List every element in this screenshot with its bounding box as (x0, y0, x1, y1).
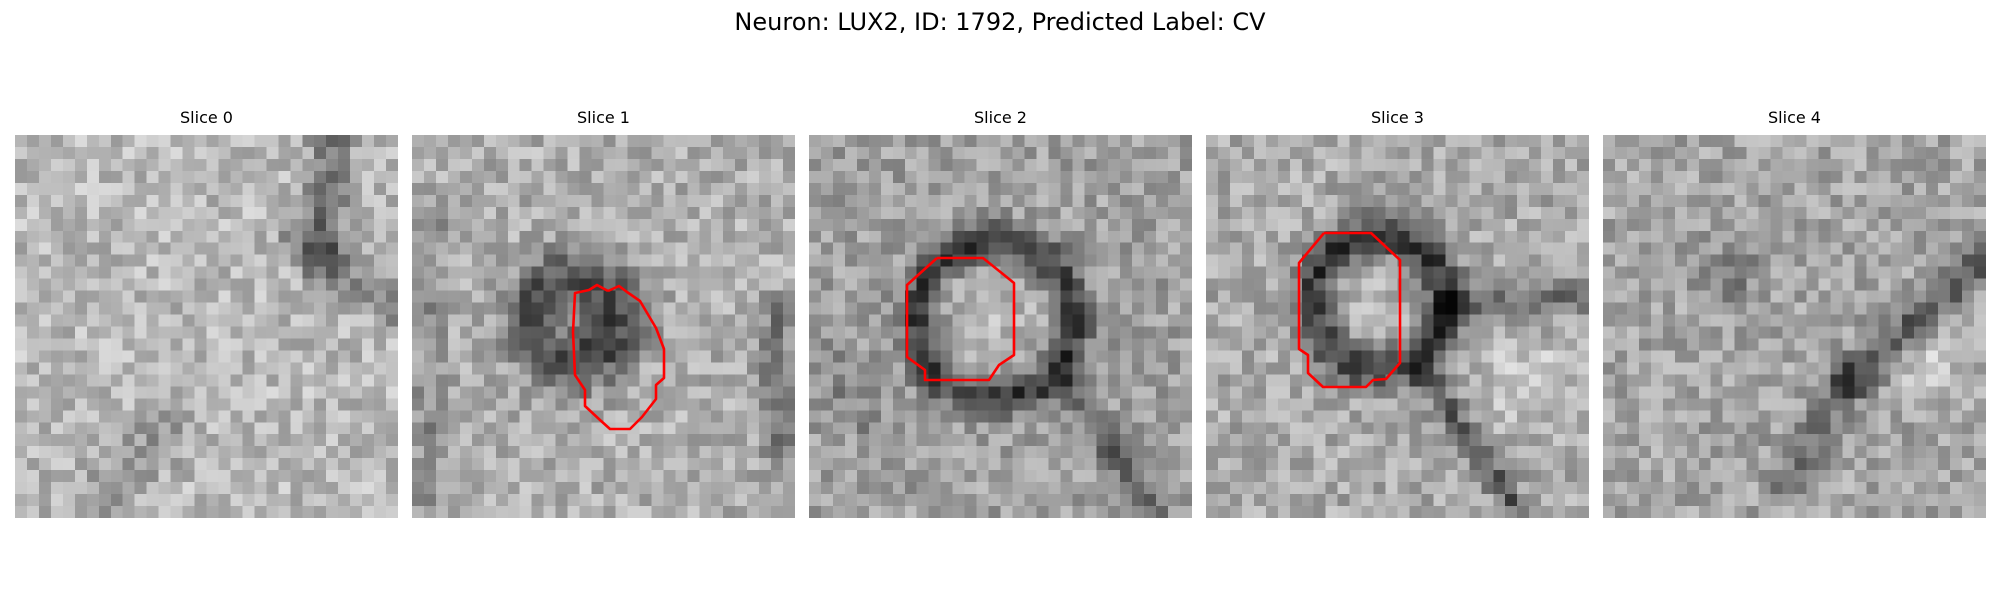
slice-0-title: Slice 0 (180, 108, 233, 127)
slice-4-title: Slice 4 (1768, 108, 1821, 127)
slice-panel-0: Slice 0 (15, 108, 398, 518)
slice-3-image (1206, 135, 1589, 518)
slice-2-title: Slice 2 (974, 108, 1027, 127)
slice-panel-3: Slice 3 (1206, 108, 1589, 518)
slice-panel-4: Slice 4 (1603, 108, 1986, 518)
slice-panel-1: Slice 1 (412, 108, 795, 518)
slice-2-image (809, 135, 1192, 518)
slice-panel-2: Slice 2 (809, 108, 1192, 518)
figure-title: Neuron: LUX2, ID: 1792, Predicted Label:… (734, 8, 1266, 36)
slice-3-title: Slice 3 (1371, 108, 1424, 127)
slice-0-image (15, 135, 398, 518)
slice-1-image (412, 135, 795, 518)
slice-4-image (1603, 135, 1986, 518)
slice-1-title: Slice 1 (577, 108, 630, 127)
